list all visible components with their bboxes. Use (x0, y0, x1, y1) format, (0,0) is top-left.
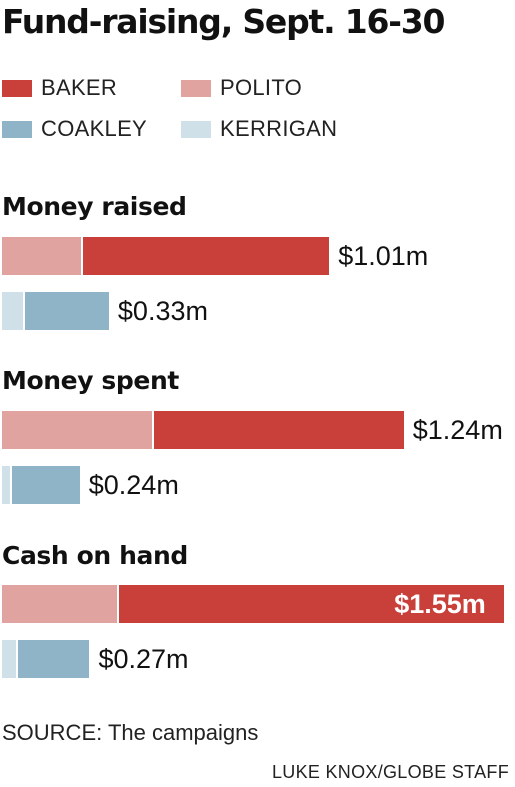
legend-item-polito: POLITO (181, 75, 303, 100)
value-label-1-0: $1.24m (412, 415, 503, 445)
bar-2-1-coakley (18, 640, 90, 678)
bar-2-0-polito (2, 585, 117, 623)
bar-2-1-kerrigan (2, 640, 17, 678)
legend-item-baker: BAKER (2, 75, 118, 100)
value-label-0-1: $0.33m (117, 296, 208, 326)
value-label-0-0: $1.01m (338, 241, 429, 271)
legend-item-kerrigan: KERRIGAN (181, 116, 338, 141)
bar-0-0-baker (83, 237, 330, 275)
legend-swatch-baker (2, 79, 32, 97)
credit-line: LUKE KNOX/GLOBE STAFF (271, 762, 509, 782)
legend-label-coakley: COAKLEY (41, 116, 148, 141)
bar-1-0-baker (154, 411, 404, 449)
legend-label-kerrigan: KERRIGAN (220, 116, 338, 141)
legend-label-polito: POLITO (220, 75, 303, 100)
legend-item-coakley: COAKLEY (2, 116, 148, 141)
bar-2-0-baker (118, 585, 505, 623)
bar-0-0-polito (2, 237, 81, 275)
bar-1-1-kerrigan (2, 466, 10, 504)
chart-title: Fund-raising, Sept. 16-30 (2, 2, 445, 41)
bar-0-1-kerrigan (2, 292, 23, 330)
value-label-1-1: $0.24m (88, 470, 179, 500)
legend-swatch-kerrigan (181, 120, 211, 138)
section-title-money-raised: Money raised (2, 192, 187, 221)
source-note: SOURCE: The campaigns (2, 720, 259, 745)
bar-1-0-polito (2, 411, 153, 449)
section-title-cash-on-hand: Cash on hand (2, 541, 188, 570)
bar-0-1-coakley (24, 292, 109, 330)
value-label-2-0: $1.55m (394, 589, 486, 619)
bar-1-1-coakley (11, 466, 80, 504)
legend-label-baker: BAKER (41, 75, 118, 100)
section-title-money-spent: Money spent (2, 366, 179, 395)
legend-swatch-coakley (2, 120, 32, 138)
value-label-2-1: $0.27m (98, 644, 189, 674)
legend-swatch-polito (181, 79, 211, 97)
